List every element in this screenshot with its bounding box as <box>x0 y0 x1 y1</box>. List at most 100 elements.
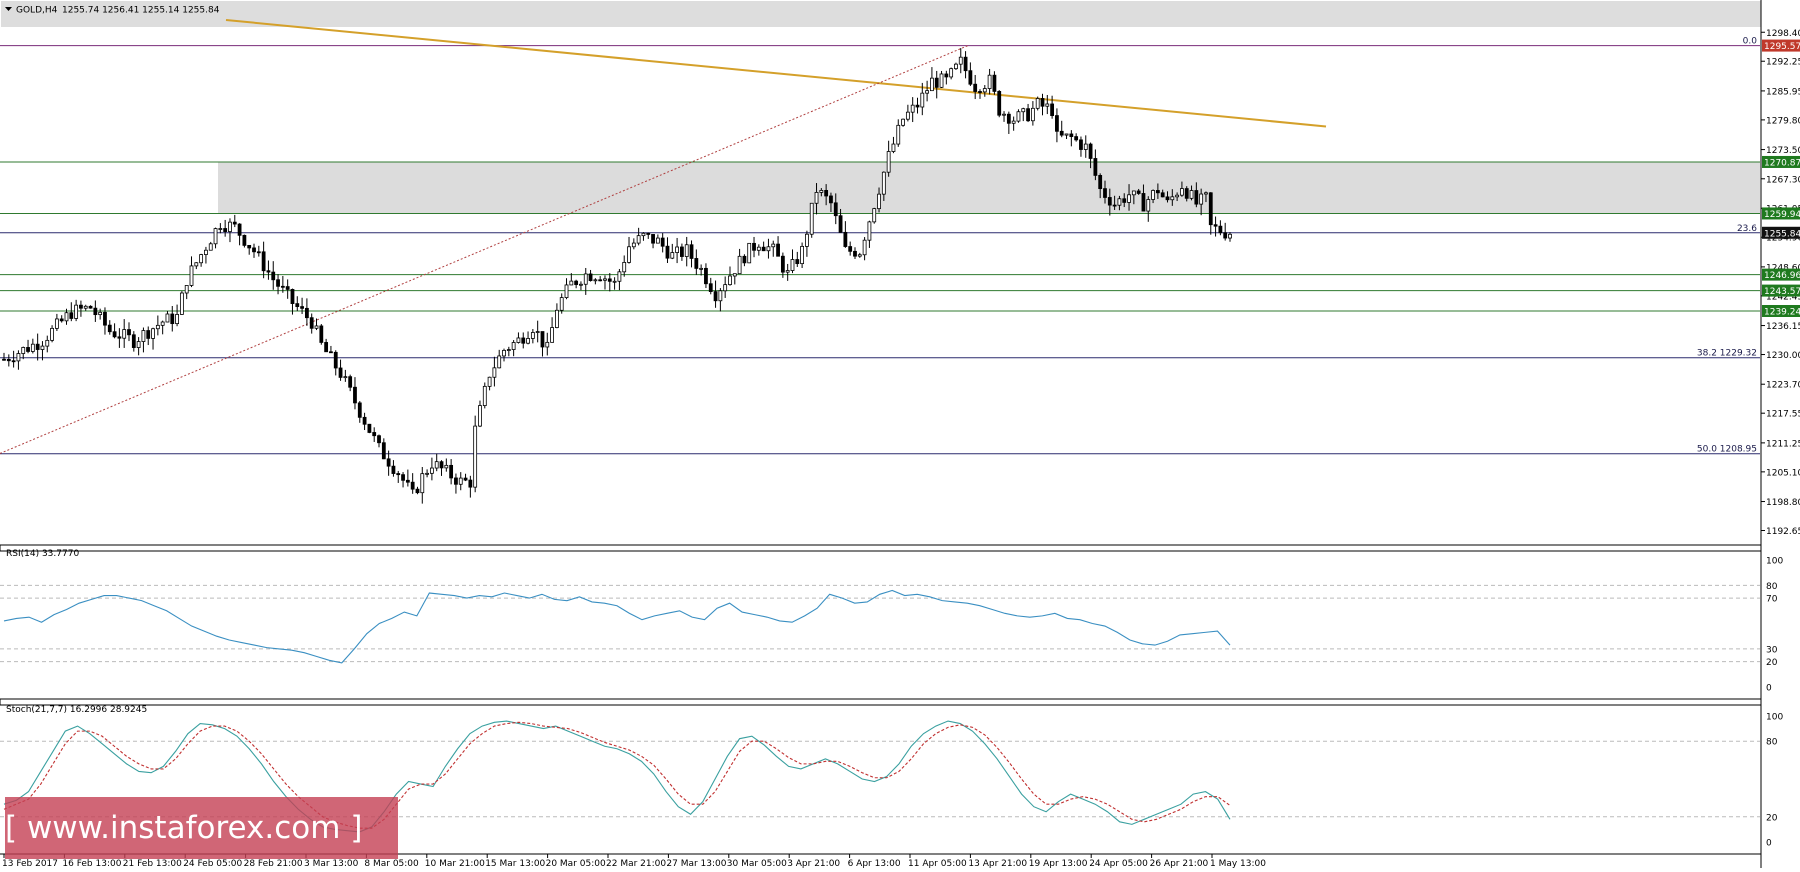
fib-origin-line <box>0 45 969 454</box>
candle-body <box>69 312 74 319</box>
candle-body <box>117 336 122 339</box>
zone-rect <box>218 161 1760 214</box>
candle-body <box>454 477 458 485</box>
candle-body <box>1218 225 1223 234</box>
fib-caption: 50.0 1208.95 <box>1697 445 1757 455</box>
candle-body <box>16 353 21 362</box>
level-tag: 1239.24 <box>1764 307 1800 317</box>
candle-body <box>266 270 271 273</box>
level-tag-bg <box>1762 304 1800 317</box>
candle-body <box>684 244 689 257</box>
candle-body <box>819 190 824 193</box>
candle-body <box>237 223 242 236</box>
candle-body <box>1083 143 1088 150</box>
candle-body <box>1184 188 1189 199</box>
candle-body <box>795 259 800 265</box>
candle-body <box>973 83 978 92</box>
candle-body <box>343 376 348 379</box>
time-tick-label: 22 Mar 21:00 <box>606 859 666 868</box>
candle-body <box>439 461 444 469</box>
candle-body <box>930 77 934 92</box>
candle-body <box>848 246 853 252</box>
rsi-tick-label: 100 <box>1766 557 1783 567</box>
rsi-tick-label: 70 <box>1766 595 1778 605</box>
candle-body <box>271 271 276 281</box>
price-tick-label: 1198.80 <box>1766 498 1800 508</box>
ohlc-values: 1255.74 1256.41 1255.14 1255.84 <box>62 6 220 16</box>
candle-body <box>199 254 204 264</box>
candle-body <box>1194 190 1199 205</box>
candle-body <box>396 473 401 476</box>
price-tick-label: 1205.10 <box>1766 468 1800 478</box>
candle-body <box>675 246 679 253</box>
candle-body <box>877 193 881 210</box>
level-tag-bg <box>1762 284 1800 297</box>
level-tag-bg <box>1762 39 1800 52</box>
candle-body <box>785 270 790 273</box>
candle-body <box>155 324 160 330</box>
candle-body <box>50 327 54 341</box>
level-tag: 1243.57 <box>1764 287 1800 297</box>
candle-body <box>862 239 867 256</box>
candle-body <box>367 423 372 433</box>
candle-body <box>540 331 545 348</box>
candle-body <box>309 317 314 329</box>
candle-body <box>780 255 785 273</box>
candle-body <box>252 247 256 253</box>
candle-body <box>26 347 30 352</box>
time-tick-label: 3 Apr 21:00 <box>787 859 840 868</box>
candle-body <box>40 345 45 350</box>
chevron-down-icon[interactable] <box>5 7 12 11</box>
candle-body <box>357 402 362 418</box>
candle-body <box>242 234 247 246</box>
candle-body <box>1107 197 1112 206</box>
candle-body <box>699 267 704 270</box>
candle-body <box>208 243 213 251</box>
candle-body <box>689 244 694 259</box>
candle-body <box>968 70 973 85</box>
candle-body <box>944 73 949 78</box>
candle-body <box>646 232 651 235</box>
candle-body <box>329 351 333 354</box>
candle-body <box>21 347 26 354</box>
candle-body <box>704 267 708 285</box>
rsi-tick-label: 80 <box>1766 582 1778 592</box>
price-tick-label: 1242.45 <box>1766 292 1800 302</box>
level-tag-bg <box>1762 268 1800 281</box>
candle-body <box>526 338 530 344</box>
candle-body <box>1098 175 1103 190</box>
candle-body <box>958 56 963 65</box>
candle-body <box>35 343 40 350</box>
candle-body <box>881 171 886 195</box>
candle-body <box>497 355 502 369</box>
candle-body <box>468 479 473 488</box>
candle-body <box>83 305 88 309</box>
candle-body <box>401 474 405 481</box>
candle-body <box>232 221 237 225</box>
price-tick-label: 1298.40 <box>1766 29 1800 39</box>
horizontal-levels <box>0 45 1760 455</box>
candle-body <box>1021 108 1026 113</box>
candle-body <box>535 331 540 333</box>
candle-body <box>934 77 939 88</box>
candle-body <box>420 473 425 494</box>
candle-body <box>280 285 285 288</box>
time-tick-label: 24 Feb 05:00 <box>183 859 242 868</box>
candle-body <box>391 465 396 474</box>
candle-body <box>1155 190 1160 194</box>
candle-body <box>1165 196 1170 201</box>
candle-body <box>790 259 795 271</box>
candle-body <box>603 278 607 281</box>
candle-body <box>978 91 982 93</box>
candle-body <box>487 376 492 387</box>
candle-body <box>1035 98 1040 109</box>
price-tick-label: 1192.65 <box>1766 527 1800 537</box>
candle-body <box>88 305 93 309</box>
resistance-zone <box>218 161 1760 214</box>
level-tag: 1295.57 <box>1764 42 1800 52</box>
candle-body <box>59 318 64 322</box>
candle-body <box>891 143 896 152</box>
candle-body <box>1228 233 1232 239</box>
